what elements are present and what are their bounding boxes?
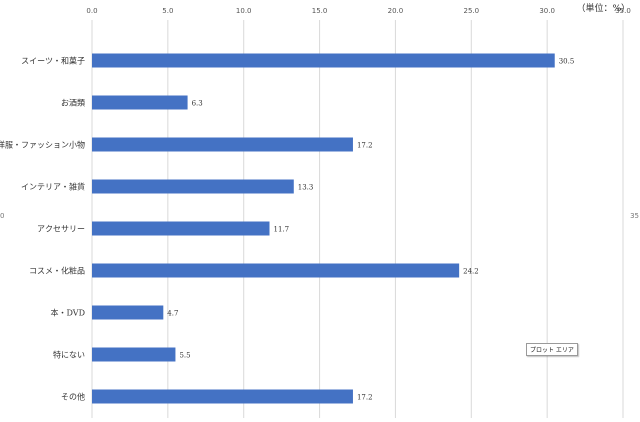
bar xyxy=(92,389,353,404)
x-tick-label: 25.0 xyxy=(463,7,479,15)
value-label: 5.5 xyxy=(179,352,190,360)
x-tick-label: 0.0 xyxy=(86,7,97,15)
x-tick-label: 30.0 xyxy=(539,7,555,15)
value-label: 17.2 xyxy=(357,394,373,402)
right-axis-edge-label: 35 xyxy=(630,212,639,220)
category-label: アクセサリー xyxy=(37,225,85,234)
value-label: 4.7 xyxy=(167,310,178,318)
value-label: 11.7 xyxy=(274,226,290,234)
category-label: お酒類 xyxy=(61,98,85,108)
unit-label: （単位：%） xyxy=(576,4,630,14)
bar xyxy=(92,179,294,194)
value-label: 30.5 xyxy=(559,58,575,66)
category-label: 本・DVD xyxy=(51,308,85,318)
x-tick-label: 15.0 xyxy=(312,7,328,15)
value-label: 13.3 xyxy=(298,184,314,192)
value-label: 24.2 xyxy=(463,268,479,276)
category-label: コスメ・化粧品 xyxy=(29,266,85,276)
left-axis-edge-label: 0 xyxy=(0,212,5,220)
x-tick-label: 35.0 xyxy=(615,7,631,15)
category-label: スイーツ・和菓子 xyxy=(21,56,85,66)
category-label: その他 xyxy=(61,392,85,402)
bar xyxy=(92,263,460,278)
value-label: 17.2 xyxy=(357,142,373,150)
x-tick-label: 5.0 xyxy=(162,7,173,15)
x-tick-label: 20.0 xyxy=(388,7,404,15)
x-tick-label: 10.0 xyxy=(236,7,252,15)
bar xyxy=(92,305,164,320)
bar xyxy=(92,347,176,362)
category-label: 特にない xyxy=(53,350,85,360)
bar xyxy=(92,137,353,152)
category-label: インテリア・雑貨 xyxy=(21,182,85,192)
bar xyxy=(92,95,188,110)
plot-area-tooltip: プロット エリア xyxy=(526,343,578,356)
bar xyxy=(92,221,270,236)
category-label: 洋服・ファッション小物 xyxy=(0,140,85,150)
bar xyxy=(92,53,555,68)
value-label: 6.3 xyxy=(192,100,203,108)
